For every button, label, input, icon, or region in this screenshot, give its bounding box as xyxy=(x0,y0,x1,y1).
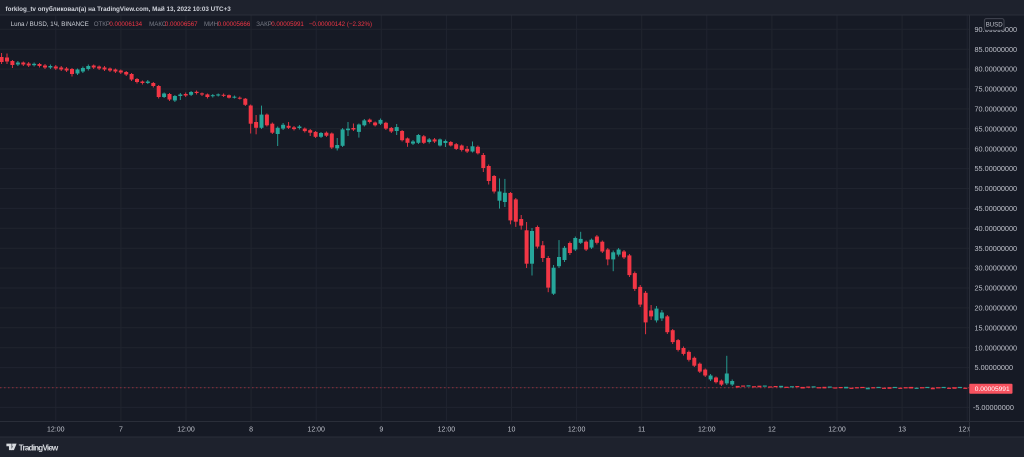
svg-text:80.00000000: 80.00000000 xyxy=(975,65,1018,74)
svg-text:70.00000000: 70.00000000 xyxy=(975,105,1018,114)
svg-text:0.00005666: 0.00005666 xyxy=(218,21,251,28)
svg-text:12:00: 12:00 xyxy=(307,427,325,434)
svg-text:11: 11 xyxy=(638,427,645,434)
svg-text:0.00005991: 0.00005991 xyxy=(975,386,1010,393)
svg-text:20.00000000: 20.00000000 xyxy=(975,304,1018,313)
svg-text:9: 9 xyxy=(379,427,383,434)
svg-text:60.00000000: 60.00000000 xyxy=(975,144,1018,153)
svg-text:0.00006134: 0.00006134 xyxy=(109,21,142,28)
svg-text:ОТКР: ОТКР xyxy=(94,21,110,28)
svg-text:0.00006567: 0.00006567 xyxy=(165,21,198,28)
svg-text:25.00000000: 25.00000000 xyxy=(975,284,1018,293)
svg-text:55.00000000: 55.00000000 xyxy=(975,164,1018,173)
svg-text:12:00: 12:00 xyxy=(698,427,716,434)
svg-text:8: 8 xyxy=(249,427,253,434)
svg-text:−0.00000142 (−2.32%): −0.00000142 (−2.32%) xyxy=(309,21,372,28)
svg-text:5.00000000: 5.00000000 xyxy=(975,363,1014,372)
svg-text:15.00000000: 15.00000000 xyxy=(975,323,1018,332)
svg-text:75.00000000: 75.00000000 xyxy=(975,85,1018,94)
svg-text:forklog_tv опубликовал(а) на T: forklog_tv опубликовал(а) на TradingView… xyxy=(6,5,232,13)
svg-text:35.00000000: 35.00000000 xyxy=(975,244,1018,253)
svg-text:30.00000000: 30.00000000 xyxy=(975,264,1018,273)
svg-text:Luna / BUSD, 1Ч, BINANCE: Luna / BUSD, 1Ч, BINANCE xyxy=(11,21,89,28)
svg-text:0.00005991: 0.00005991 xyxy=(271,21,304,28)
svg-text:65.00000000: 65.00000000 xyxy=(975,124,1018,133)
svg-text:BUSD: BUSD xyxy=(986,22,1004,29)
svg-text:12:00: 12:00 xyxy=(958,427,976,434)
svg-text:10: 10 xyxy=(508,427,516,434)
svg-text:12:00: 12:00 xyxy=(177,427,195,434)
svg-text:85.00000000: 85.00000000 xyxy=(975,45,1018,54)
svg-text:13: 13 xyxy=(898,427,906,434)
svg-text:40.00000000: 40.00000000 xyxy=(975,224,1018,233)
svg-text:7: 7 xyxy=(119,427,123,434)
svg-text:12:00: 12:00 xyxy=(438,427,456,434)
svg-text:10.00000000: 10.00000000 xyxy=(975,343,1018,352)
svg-text:-5.00000000: -5.00000000 xyxy=(973,403,1014,412)
svg-text:12: 12 xyxy=(768,427,776,434)
svg-text:12:00: 12:00 xyxy=(47,427,65,434)
svg-text:ЗАКР: ЗАКР xyxy=(256,21,272,28)
svg-text:TradingView: TradingView xyxy=(19,443,59,452)
svg-text:12:00: 12:00 xyxy=(568,427,586,434)
svg-text:45.00000000: 45.00000000 xyxy=(975,204,1018,213)
svg-text:МИН: МИН xyxy=(204,21,218,28)
svg-text:50.00000000: 50.00000000 xyxy=(975,184,1018,193)
svg-text:12:00: 12:00 xyxy=(828,427,846,434)
svg-text:МАКС: МАКС xyxy=(149,21,167,28)
